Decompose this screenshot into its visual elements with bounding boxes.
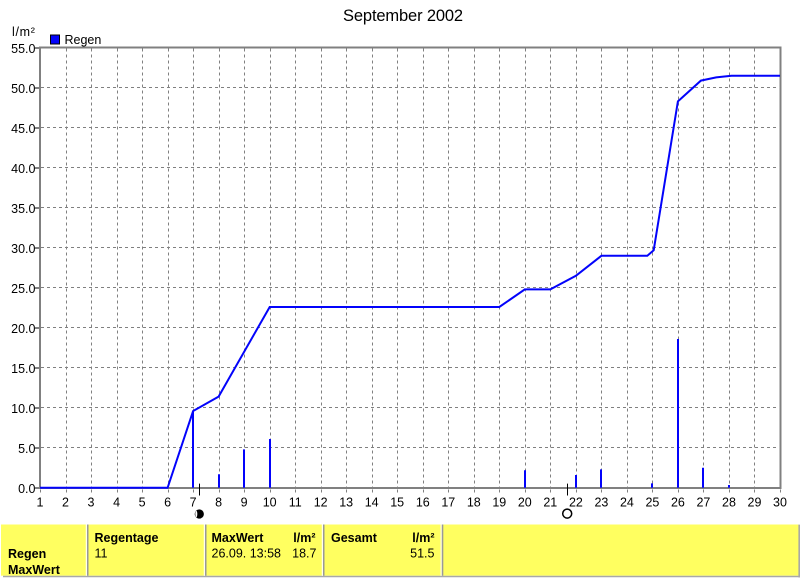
svg-text:5.0: 5.0 xyxy=(18,442,35,456)
svg-text:September 2002: September 2002 xyxy=(343,7,463,25)
svg-text:14: 14 xyxy=(365,496,379,510)
svg-text:19: 19 xyxy=(492,496,506,510)
svg-text:17: 17 xyxy=(441,496,455,510)
svg-text:30: 30 xyxy=(773,496,787,510)
svg-text:12: 12 xyxy=(314,496,328,510)
svg-text:Gesamt: Gesamt xyxy=(331,531,378,545)
svg-text:40.0: 40.0 xyxy=(11,162,35,176)
svg-text:13: 13 xyxy=(339,496,353,510)
svg-text:MaxWert: MaxWert xyxy=(8,563,61,577)
svg-text:18: 18 xyxy=(467,496,481,510)
svg-text:MaxWert: MaxWert xyxy=(212,531,265,545)
svg-text:8: 8 xyxy=(215,496,222,510)
svg-text:11: 11 xyxy=(95,547,108,561)
svg-text:45.0: 45.0 xyxy=(11,122,35,136)
svg-text:10.0: 10.0 xyxy=(11,402,35,416)
svg-text:l/m²: l/m² xyxy=(412,531,434,545)
svg-text:18.7: 18.7 xyxy=(292,547,316,561)
svg-text:7: 7 xyxy=(190,496,197,510)
svg-text:28: 28 xyxy=(722,496,736,510)
svg-text:1: 1 xyxy=(37,496,44,510)
svg-text:20: 20 xyxy=(518,496,532,510)
svg-text:Regen: Regen xyxy=(8,547,46,561)
svg-text:27: 27 xyxy=(696,496,710,510)
svg-text:15.0: 15.0 xyxy=(11,362,35,376)
svg-text:26: 26 xyxy=(671,496,685,510)
svg-text:24: 24 xyxy=(620,496,634,510)
svg-text:Regen: Regen xyxy=(65,33,102,47)
svg-text:25: 25 xyxy=(645,496,659,510)
svg-text:l/m²: l/m² xyxy=(293,531,315,545)
svg-text:29: 29 xyxy=(748,496,762,510)
svg-text:15: 15 xyxy=(390,496,404,510)
svg-text:0.0: 0.0 xyxy=(18,482,35,496)
svg-text:30.0: 30.0 xyxy=(11,242,35,256)
svg-text:26.09. 13:58: 26.09. 13:58 xyxy=(212,547,282,561)
svg-text:l/m²: l/m² xyxy=(12,25,36,39)
svg-text:6: 6 xyxy=(164,496,171,510)
svg-text:21: 21 xyxy=(543,496,557,510)
svg-text:35.0: 35.0 xyxy=(11,202,35,216)
svg-text:20.0: 20.0 xyxy=(11,322,35,336)
svg-text:51.5: 51.5 xyxy=(410,547,434,561)
svg-text:16: 16 xyxy=(416,496,430,510)
svg-text:9: 9 xyxy=(241,496,248,510)
svg-text:Regentage: Regentage xyxy=(95,531,159,545)
svg-text:23: 23 xyxy=(594,496,608,510)
svg-text:22: 22 xyxy=(569,496,583,510)
svg-text:50.0: 50.0 xyxy=(11,82,35,96)
svg-text:5: 5 xyxy=(139,496,146,510)
svg-text:11: 11 xyxy=(289,496,302,510)
svg-text:55.0: 55.0 xyxy=(11,42,35,56)
svg-text:3: 3 xyxy=(88,496,95,510)
svg-text:2: 2 xyxy=(62,496,69,510)
svg-text:10: 10 xyxy=(263,496,277,510)
svg-text:4: 4 xyxy=(113,496,120,510)
svg-text:25.0: 25.0 xyxy=(11,282,35,296)
